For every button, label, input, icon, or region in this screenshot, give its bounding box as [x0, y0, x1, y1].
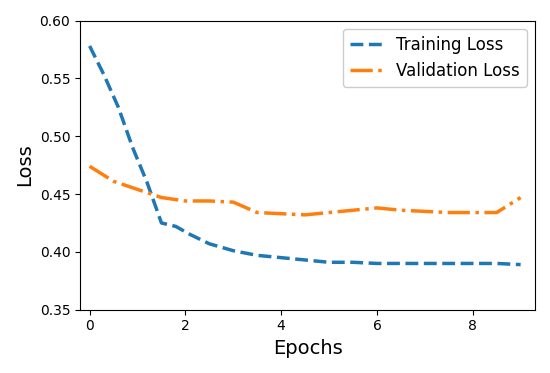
- Training Loss: [350, 260, 356, 264]
- Validation Loss: [110, 179, 117, 184]
- Training Loss: [446, 261, 452, 266]
- Training Loss: [115, 105, 122, 110]
- Line: Validation Loss: Validation Loss: [90, 166, 521, 215]
- Validation Loss: [206, 199, 213, 203]
- Validation Loss: [518, 195, 524, 200]
- Training Loss: [144, 180, 150, 185]
- Training Loss: [302, 258, 309, 262]
- Training Loss: [254, 253, 261, 258]
- Training Loss: [326, 260, 332, 264]
- Training Loss: [158, 221, 165, 225]
- Validation Loss: [230, 200, 236, 204]
- Validation Loss: [158, 195, 165, 200]
- Training Loss: [230, 248, 236, 253]
- Line: Training Loss: Training Loss: [90, 46, 521, 264]
- Validation Loss: [254, 210, 261, 215]
- X-axis label: Epochs: Epochs: [273, 339, 343, 358]
- Validation Loss: [421, 209, 428, 214]
- Validation Loss: [493, 210, 500, 215]
- Training Loss: [187, 232, 194, 237]
- Training Loss: [421, 261, 428, 266]
- Training Loss: [493, 261, 500, 266]
- Y-axis label: Loss: Loss: [15, 144, 34, 186]
- Training Loss: [518, 262, 524, 267]
- Validation Loss: [350, 208, 356, 213]
- Training Loss: [373, 261, 380, 266]
- Validation Loss: [182, 199, 189, 203]
- Validation Loss: [134, 187, 141, 192]
- Validation Loss: [446, 210, 452, 215]
- Training Loss: [101, 73, 107, 77]
- Training Loss: [470, 261, 476, 266]
- Validation Loss: [398, 208, 404, 213]
- Validation Loss: [86, 164, 93, 169]
- Legend: Training Loss, Validation Loss: Training Loss, Validation Loss: [343, 29, 527, 87]
- Training Loss: [278, 256, 284, 260]
- Training Loss: [86, 44, 93, 48]
- Training Loss: [129, 145, 136, 150]
- Validation Loss: [470, 210, 476, 215]
- Training Loss: [398, 261, 404, 266]
- Validation Loss: [326, 210, 332, 215]
- Training Loss: [206, 242, 213, 246]
- Validation Loss: [302, 213, 309, 217]
- Validation Loss: [373, 206, 380, 210]
- Training Loss: [173, 224, 179, 229]
- Validation Loss: [278, 211, 284, 216]
